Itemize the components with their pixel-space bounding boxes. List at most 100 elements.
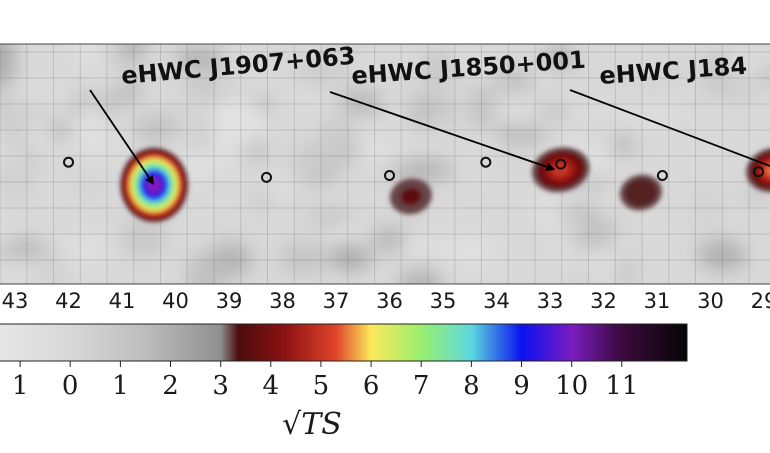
noise-blob <box>71 44 120 67</box>
colorbar-tick-label: 0 <box>62 371 79 401</box>
noise-blob <box>60 205 85 220</box>
catalog-marker <box>555 158 567 170</box>
noise-blob <box>728 173 751 207</box>
noise-blob <box>360 44 383 77</box>
noise-blob <box>327 248 364 264</box>
annotation-arrow-line <box>329 91 548 168</box>
noise-blob <box>119 217 168 258</box>
noise-blob <box>403 158 453 182</box>
noise-blob <box>699 82 749 96</box>
colorbar-tick-label: 8 <box>463 371 480 401</box>
colorbar-tick-label: 10 <box>555 371 588 401</box>
x-axis-ticks: 434241403938373635343332313029282726252 <box>2 289 770 313</box>
noise-blob <box>72 238 119 251</box>
colorbar-tick-label: 6 <box>363 371 380 401</box>
catalog-marker <box>261 171 272 183</box>
x-tick-label: 37 <box>323 289 350 313</box>
x-tick-label: 36 <box>376 289 403 313</box>
colorbar-tick-label: 4 <box>263 371 280 401</box>
annotation-arrow-line <box>89 89 150 179</box>
noise-blob <box>398 267 443 284</box>
noise-blob <box>213 99 266 143</box>
noise-blob <box>234 64 266 80</box>
hotspot <box>389 178 432 215</box>
noise-blob <box>559 205 602 219</box>
colorbar-tick-label: 1 <box>112 371 129 401</box>
noise-blob <box>238 267 290 284</box>
noise-blob <box>0 144 14 165</box>
noise-blob <box>544 44 577 71</box>
noise-blob <box>0 224 11 252</box>
noise-blob <box>29 83 59 97</box>
annotation-arrowhead <box>145 175 155 185</box>
colorbar-label: √TS <box>282 407 342 442</box>
noise-blob <box>732 57 770 72</box>
noise-blob <box>703 48 729 87</box>
noise-blob <box>338 217 358 242</box>
hotspot <box>619 174 662 211</box>
noise-blob <box>421 55 455 94</box>
background-fluctuations <box>0 44 770 284</box>
noise-blob <box>485 164 535 206</box>
noise-blob <box>330 44 374 53</box>
noise-blob <box>460 166 499 188</box>
significance-map <box>0 44 770 284</box>
annotation-arrowhead <box>545 162 556 172</box>
catalog-marker <box>656 170 668 181</box>
noise-blob <box>576 216 624 233</box>
noise-blob <box>29 265 70 284</box>
colorbar-tick-label: 7 <box>413 371 430 401</box>
x-tick-label: 29 <box>751 289 770 313</box>
noise-blob <box>470 69 488 89</box>
noise-blob <box>285 141 343 177</box>
noise-blob <box>569 231 617 247</box>
noise-blob <box>678 200 733 226</box>
noise-blob <box>362 146 403 159</box>
x-tick-label: 35 <box>430 289 457 313</box>
noise-blob <box>629 101 677 131</box>
catalog-marker <box>753 166 765 178</box>
noise-blob <box>293 92 327 106</box>
hotspot-contour <box>624 178 657 207</box>
colorbar-tick-label: 3 <box>212 371 229 401</box>
x-tick-label: 31 <box>644 289 671 313</box>
noise-blob <box>252 185 273 212</box>
noise-blob <box>443 44 470 66</box>
catalog-marker <box>63 156 74 168</box>
noise-blob <box>697 238 747 271</box>
colorbar-ticks: 1 0 1 2 3 4 5 6 7 8 9 10 11 <box>12 361 638 401</box>
noise-blob <box>0 46 17 89</box>
x-tick-label: 40 <box>162 289 189 313</box>
noise-blob <box>655 57 693 83</box>
x-tick-label: 38 <box>269 289 296 313</box>
noise-blob <box>131 113 179 144</box>
noise-blob <box>582 150 610 180</box>
colorbar-tick-label: 9 <box>513 371 530 401</box>
noise-blob <box>12 105 50 120</box>
noise-blob <box>556 237 575 268</box>
noise-blob <box>75 60 100 86</box>
noise-blob <box>50 122 71 139</box>
noise-blob <box>0 239 46 257</box>
hotspot-contour <box>400 187 422 206</box>
annotation-arrow-line <box>569 89 770 167</box>
noise-blob <box>295 56 351 91</box>
noise-blob <box>589 70 641 101</box>
noise-blob <box>0 165 37 200</box>
noise-blob <box>340 89 384 115</box>
colorbar-tick-label: 5 <box>313 371 330 401</box>
colorbar-tick-label: 1 <box>12 371 29 401</box>
x-tick-label: 42 <box>55 289 82 313</box>
x-tick-label: 33 <box>537 289 564 313</box>
noise-blob <box>437 237 496 263</box>
colorbar-gradient <box>0 323 688 362</box>
catalog-markers <box>63 156 765 183</box>
noise-blob <box>20 143 43 172</box>
noise-blob <box>279 240 328 276</box>
x-tick-label: 41 <box>109 289 136 313</box>
noise-blob <box>371 224 407 255</box>
noise-blob <box>173 47 225 69</box>
noise-blob <box>421 112 476 143</box>
x-tick-label: 30 <box>697 289 724 313</box>
